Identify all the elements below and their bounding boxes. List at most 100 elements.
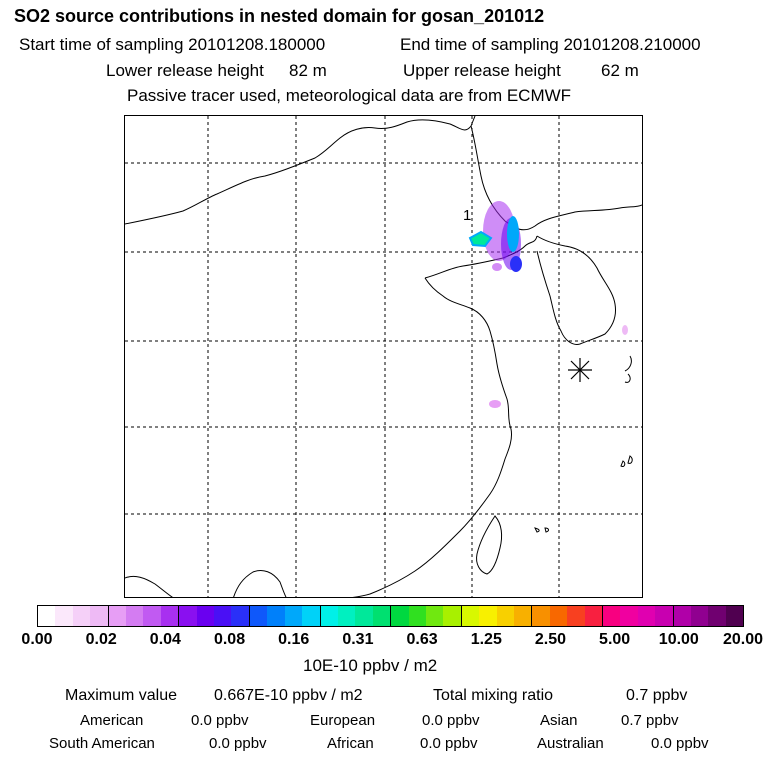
- color-swatch: [513, 606, 533, 626]
- color-scale-unit: 10E-10 ppbv / m2: [303, 656, 438, 675]
- region-value: 0.0 ppbv: [651, 735, 709, 752]
- color-scale-tick-label: 10.00: [658, 631, 699, 648]
- region-name: American: [80, 712, 144, 729]
- start-time-label: Start time of sampling 20101208.180000: [19, 35, 326, 54]
- color-swatch: [372, 606, 392, 626]
- color-swatch: [160, 606, 180, 626]
- coastline: [536, 235, 616, 345]
- region-value: 0.0 ppbv: [420, 735, 478, 752]
- lower-release-value: 82 m: [289, 61, 327, 80]
- color-swatch: [479, 606, 497, 626]
- color-swatch: [267, 606, 285, 626]
- plume-source-cell: [468, 230, 493, 248]
- upper-release-label: Upper release height: [403, 61, 561, 80]
- region-name: European: [310, 712, 376, 729]
- plume-core: [507, 216, 519, 252]
- max-value-label: Maximum value: [65, 687, 178, 704]
- color-swatch: [443, 606, 462, 626]
- region-value: 0.0 ppbv: [191, 712, 249, 729]
- color-swatch: [408, 606, 426, 626]
- island-coastline: [620, 455, 633, 467]
- color-swatch: [302, 606, 321, 626]
- color-swatch: [567, 606, 585, 626]
- color-swatch: [231, 606, 250, 626]
- region-value: 0.7 ppbv: [621, 712, 679, 729]
- color-swatch: [249, 606, 268, 626]
- page-title: SO2 source contributions in nested domai…: [14, 6, 545, 26]
- color-scale-tick-label: 0.08: [213, 631, 246, 648]
- color-swatch: [38, 606, 56, 626]
- region-value: 0.0 ppbv: [422, 712, 480, 729]
- color-swatch: [337, 606, 356, 626]
- color-scale-tick-label: 0.31: [342, 631, 374, 648]
- star-stroke: [570, 360, 590, 380]
- color-swatch: [126, 606, 144, 626]
- color-swatch: [584, 606, 603, 626]
- color-swatch: [461, 606, 480, 626]
- color-swatch: [391, 606, 409, 626]
- color-scale-bar: [37, 605, 744, 627]
- lower-release-label: Lower release height: [106, 61, 264, 80]
- map-grid: [125, 116, 642, 597]
- color-swatch: [214, 606, 232, 626]
- color-scale-tick-label: 1.25: [470, 631, 502, 648]
- border-line: [470, 125, 642, 231]
- plume-core-lower: [510, 256, 522, 272]
- color-swatch: [496, 606, 514, 626]
- color-swatch: [655, 606, 674, 626]
- color-swatch: [673, 606, 692, 626]
- map-canvas: 1: [125, 116, 642, 597]
- border-line: [233, 569, 287, 597]
- color-swatch: [90, 606, 109, 626]
- color-scale-tick-label: 2.50: [534, 631, 567, 648]
- plume-spot: [492, 263, 502, 271]
- color-swatch: [532, 606, 550, 626]
- color-swatch: [725, 606, 744, 626]
- color-swatch: [72, 606, 91, 626]
- taiwan-coastline: [476, 515, 503, 575]
- color-swatch: [708, 606, 726, 626]
- color-scale-tick-label: 0.00: [21, 631, 53, 648]
- color-scale-tick-label: 20.00: [722, 631, 764, 648]
- total-mixing-value: 0.7 ppbv: [626, 687, 688, 704]
- color-scale-tick-label: 0.02: [85, 631, 117, 648]
- color-swatch: [196, 606, 215, 626]
- color-swatch: [355, 606, 373, 626]
- color-swatch: [637, 606, 656, 626]
- map-panel: 1: [124, 115, 643, 598]
- color-swatch: [549, 606, 568, 626]
- max-value: 0.667E-10 ppbv / m2: [214, 687, 363, 704]
- tracer-note: Passive tracer used, meteorological data…: [127, 86, 572, 105]
- end-time-label: End time of sampling 20101208.210000: [400, 35, 701, 54]
- color-scale-tick-label: 5.00: [599, 631, 631, 648]
- color-swatch: [603, 606, 621, 626]
- color-swatch: [179, 606, 197, 626]
- upper-release-value: 62 m: [601, 61, 639, 80]
- total-mixing-label: Total mixing ratio: [433, 687, 554, 704]
- color-swatch: [284, 606, 303, 626]
- source-number-label: 1: [463, 207, 471, 224]
- color-scale-tick-label: 0.16: [278, 631, 310, 648]
- color-swatch: [425, 606, 444, 626]
- plume-spot: [622, 325, 628, 335]
- concentration-plume: [468, 201, 628, 408]
- region-value: 0.0 ppbv: [209, 735, 267, 752]
- color-scale-tick-label: 0.04: [149, 631, 181, 648]
- color-swatch: [55, 606, 73, 626]
- color-swatch: [320, 606, 338, 626]
- region-name: African: [327, 735, 374, 752]
- border-line: [125, 116, 476, 225]
- coastline: [353, 277, 512, 597]
- receptor-star-icon: [568, 358, 592, 382]
- color-scale-tick-label: 0.63: [406, 631, 438, 648]
- region-name: Australian: [537, 735, 604, 752]
- island-coastline: [534, 527, 549, 533]
- coastlines: [125, 116, 642, 597]
- color-swatch: [108, 606, 127, 626]
- plume-spot: [489, 400, 501, 408]
- region-name: South American: [49, 735, 155, 752]
- island-coastline: [624, 355, 632, 383]
- border-line: [125, 575, 173, 597]
- color-swatch: [143, 606, 161, 626]
- color-swatch: [620, 606, 638, 626]
